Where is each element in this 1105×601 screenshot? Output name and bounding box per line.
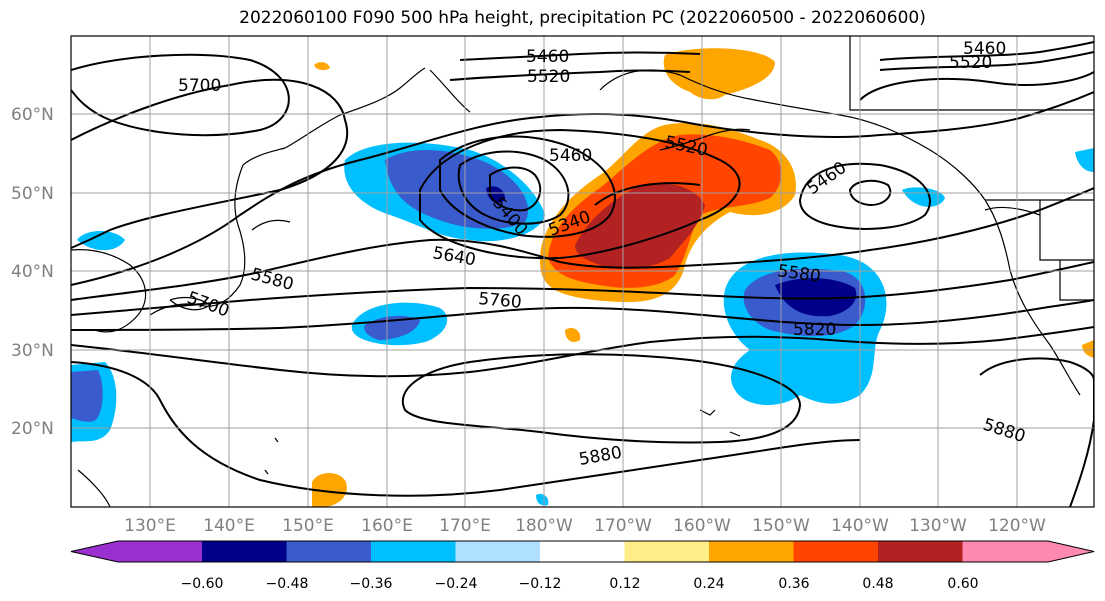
contour-label-5460-center: 5460: [549, 146, 592, 166]
colorbar-cell: [962, 541, 1048, 562]
height-contours: [71, 41, 1094, 507]
colorbar-outline: [70, 540, 1095, 563]
longitude-labels: 130°E 140°E 150°E 160°E 170°E 180°W 170°…: [124, 516, 1046, 536]
contour-label-5820: 5820: [793, 320, 836, 340]
colorbar-cell: [118, 541, 202, 562]
contour-label-5700-west: 5700: [178, 76, 221, 96]
contour-label-5460-ne: 5460: [963, 39, 1006, 59]
colorbar-tick: −0.60: [181, 576, 224, 592]
colorbar-tick: 0.12: [609, 576, 640, 592]
lon-label-160w: 160°W: [673, 516, 731, 536]
colorbar-tick: 0.24: [693, 576, 724, 592]
lat-label-50n: 50°N: [11, 184, 54, 204]
graticule: [71, 36, 1094, 507]
latitude-labels: 60°N 50°N 40°N 30°N 20°N: [11, 105, 54, 439]
contour-label-5520-ne: 5520: [949, 53, 992, 73]
colorbar: −0.60 −0.48 −0.36 −0.24 −0.12 0.12 0.24 …: [70, 540, 1095, 592]
colorbar-tick: 0.36: [778, 576, 809, 592]
contour-label-5520-north: 5520: [527, 67, 570, 87]
lon-label-150e: 150°E: [282, 516, 334, 536]
colorbar-tick: 0.60: [947, 576, 978, 592]
lon-label-140e: 140°E: [203, 516, 255, 536]
precip-negative-shading: [71, 142, 1094, 506]
colorbar-cell: [286, 541, 371, 562]
colorbar-cell: [878, 541, 963, 562]
colorbar-extend-high: [1048, 541, 1094, 562]
lat-label-30n: 30°N: [11, 341, 54, 361]
colorbar-cell: [455, 541, 540, 562]
colorbar-tick: 0.48: [862, 576, 893, 592]
lon-label-180w: 180°W: [515, 516, 573, 536]
colorbar-cells: [70, 540, 1095, 563]
colorbar-tick: −0.24: [435, 576, 478, 592]
lat-label-40n: 40°N: [11, 262, 54, 282]
colorbar-cell: [709, 541, 794, 562]
lon-label-150w: 150°W: [752, 516, 810, 536]
colorbar-tick: −0.12: [519, 576, 562, 592]
colorbar-ticks: −0.60 −0.48 −0.36 −0.24 −0.12 0.12 0.24 …: [181, 576, 979, 592]
contour-label-5460-north: 5460: [526, 47, 569, 67]
contour-label-5760: 5760: [478, 289, 523, 313]
lat-label-60n: 60°N: [11, 105, 54, 125]
lat-label-20n: 20°N: [11, 419, 54, 439]
map-title: 2022060100 F090 500 hPa height, precipit…: [239, 8, 926, 28]
colorbar-cell: [793, 541, 878, 562]
colorbar-cell: [624, 541, 709, 562]
colorbar-cell: [540, 541, 625, 562]
lon-label-170e: 170°E: [439, 516, 491, 536]
colorbar-cell: [371, 541, 456, 562]
map-panel: 5460 5520 5700 5460 5520 5460 5520 5460 …: [70, 35, 1095, 508]
lon-label-170w: 170°W: [594, 516, 652, 536]
lon-label-130e: 130°E: [124, 516, 176, 536]
colorbar-tick: −0.48: [266, 576, 309, 592]
colorbar-tick: −0.36: [350, 576, 393, 592]
lon-label-130w: 130°W: [909, 516, 967, 536]
lon-label-120w: 120°W: [988, 516, 1046, 536]
lon-label-140w: 140°W: [831, 516, 889, 536]
colorbar-extend-low: [71, 541, 118, 562]
lon-label-160e: 160°E: [361, 516, 413, 536]
colorbar-cell: [202, 541, 287, 562]
